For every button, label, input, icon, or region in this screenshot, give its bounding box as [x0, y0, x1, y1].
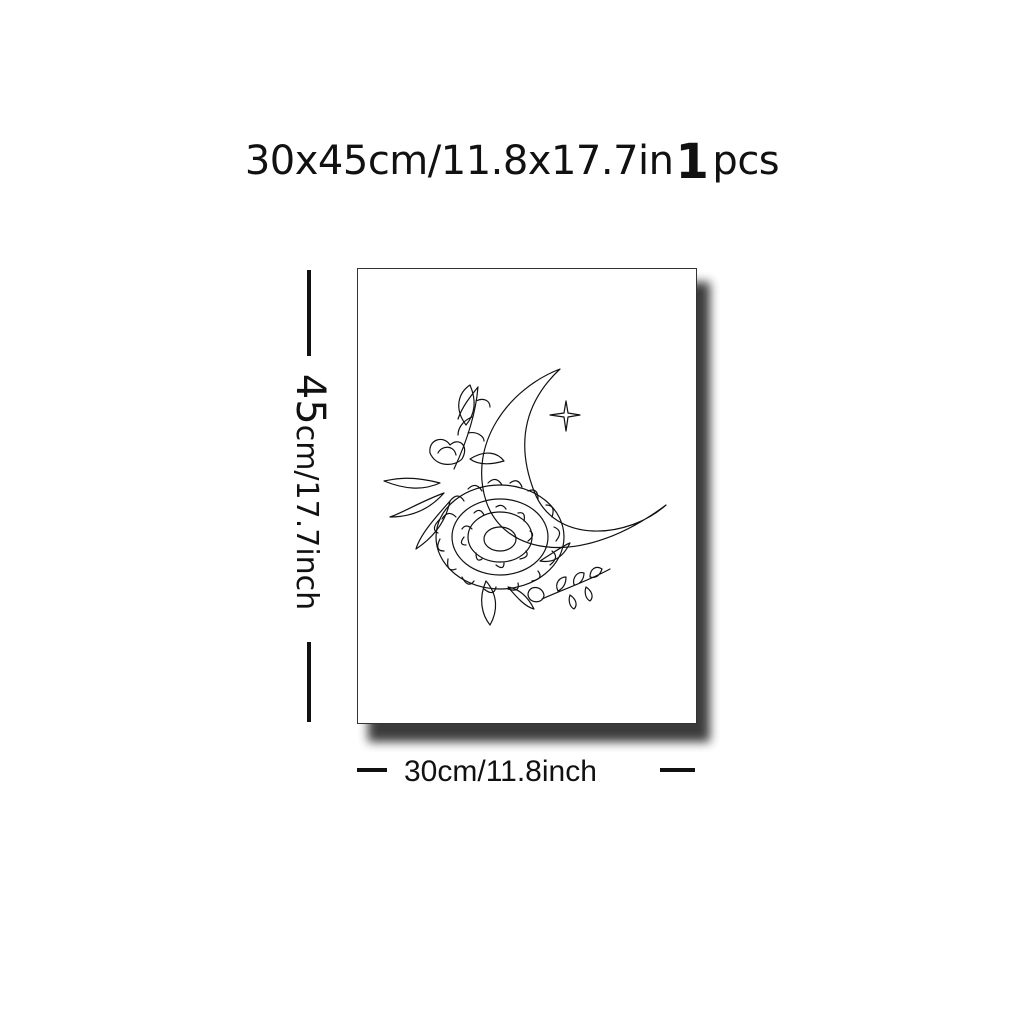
moon-flower-artwork [383, 368, 667, 626]
small-bud [527, 586, 545, 603]
height-indicator-line-top [307, 270, 311, 356]
fern-upper [453, 386, 491, 470]
leaf-lower-1 [481, 580, 497, 626]
star-icon [549, 400, 581, 432]
leaf-lower-3 [539, 542, 571, 563]
sprig-right [541, 566, 611, 610]
width-indicator-line-right [660, 768, 695, 772]
width-label: 30cm/11.8inch [404, 755, 597, 788]
product-size-title: 30x45cm/11.8x17.7in1 pcs [0, 138, 1024, 186]
height-number: 45 [287, 373, 333, 425]
leaf-left-1 [383, 477, 441, 489]
chrysanthemum-flower [433, 478, 565, 594]
height-text: cm/17.7inch [289, 424, 324, 611]
leaf-left-3 [415, 500, 451, 550]
peony-bud [429, 438, 466, 465]
quantity-value: 1 [675, 134, 709, 190]
leaf-upper-2 [469, 452, 505, 465]
height-label: 45cm/17.7inch [287, 373, 333, 611]
quantity-unit: pcs [712, 138, 780, 184]
canvas-print [357, 268, 697, 724]
leaf-lower-2 [507, 586, 535, 610]
height-indicator-line-bottom [307, 642, 311, 722]
leaf-upper-1 [458, 384, 475, 426]
size-text: 30x45cm/11.8x17.7in [244, 138, 674, 184]
crescent-moon [481, 368, 667, 548]
leaf-left-2 [389, 492, 445, 518]
width-indicator-line-left [357, 768, 387, 772]
